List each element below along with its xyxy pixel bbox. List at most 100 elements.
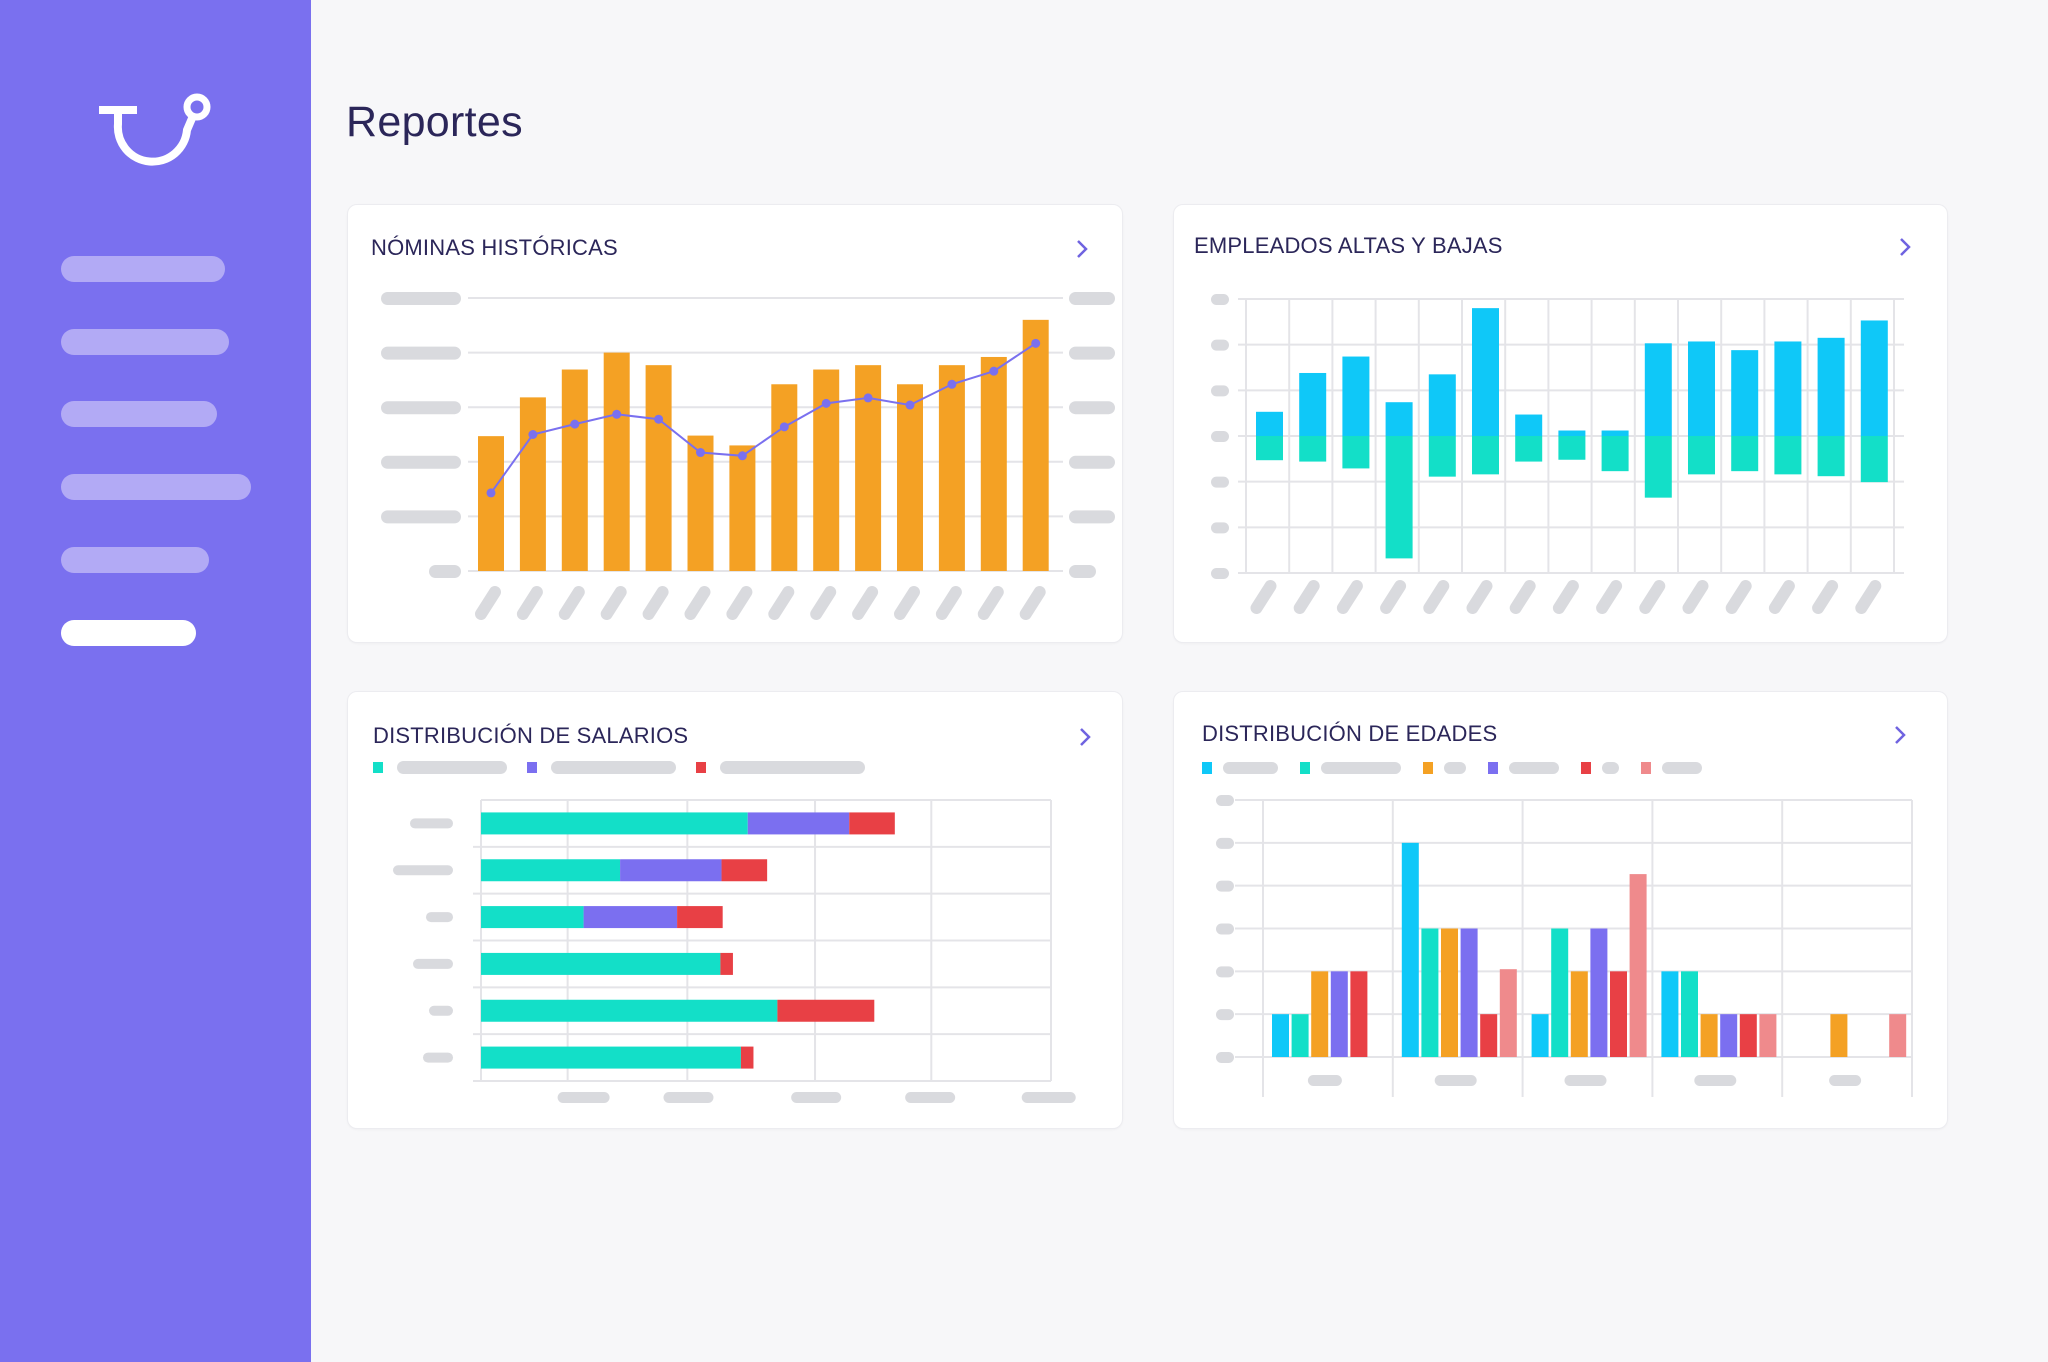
y-tick-label bbox=[1216, 1052, 1234, 1063]
bar bbox=[1499, 969, 1517, 1057]
bar bbox=[1759, 1014, 1777, 1057]
legend-swatch bbox=[1581, 762, 1591, 774]
chevron-right-icon[interactable] bbox=[1072, 237, 1092, 261]
bar-altas bbox=[1601, 430, 1629, 436]
x-tick-label bbox=[1694, 1075, 1737, 1086]
bar bbox=[687, 435, 714, 571]
sidebar-item-5[interactable] bbox=[61, 547, 209, 573]
chart-salarios bbox=[373, 761, 1076, 1103]
bar bbox=[1830, 1014, 1848, 1057]
bar-segment bbox=[620, 859, 722, 882]
x-tick-label bbox=[935, 586, 962, 620]
bar bbox=[980, 356, 1007, 571]
y-tick-label bbox=[1216, 966, 1234, 978]
x-tick-label bbox=[1293, 580, 1320, 614]
x-tick-label bbox=[1829, 1075, 1862, 1086]
x-tick-label bbox=[558, 586, 585, 620]
x-tick-label bbox=[977, 586, 1004, 620]
sidebar-item-reportes-active[interactable] bbox=[61, 620, 196, 646]
legend-swatch bbox=[1300, 762, 1310, 774]
x-tick-label bbox=[1423, 580, 1450, 614]
bar bbox=[1441, 928, 1458, 1057]
legend-label bbox=[1223, 762, 1278, 774]
bar-segment bbox=[481, 952, 721, 975]
sidebar-item-4[interactable] bbox=[61, 474, 251, 500]
sidebar-item-1[interactable] bbox=[61, 256, 225, 282]
bar bbox=[1590, 928, 1608, 1057]
bar bbox=[1570, 971, 1588, 1057]
legend-swatch bbox=[527, 762, 537, 773]
line-point bbox=[947, 379, 957, 389]
line-point bbox=[989, 366, 999, 376]
line-point bbox=[654, 414, 664, 424]
bar-segment bbox=[583, 906, 678, 929]
line-point bbox=[737, 451, 747, 461]
bar bbox=[1629, 874, 1647, 1057]
legend-label bbox=[1602, 762, 1619, 774]
bar bbox=[1700, 1014, 1718, 1057]
chart-edades bbox=[1202, 762, 1913, 1097]
bar bbox=[1551, 928, 1569, 1057]
bar bbox=[729, 445, 756, 571]
bar-segment bbox=[677, 906, 723, 929]
x-tick-label bbox=[1434, 1075, 1477, 1086]
sidebar-item-2[interactable] bbox=[61, 329, 229, 355]
x-tick-label bbox=[557, 1092, 610, 1103]
x-tick-label bbox=[1380, 580, 1407, 614]
y-tick-label bbox=[429, 1005, 453, 1016]
x-tick-label bbox=[726, 586, 753, 620]
legend-swatch bbox=[373, 762, 383, 773]
sidebar bbox=[0, 0, 311, 1362]
bar-altas bbox=[1472, 308, 1499, 436]
x-tick-label bbox=[684, 586, 711, 620]
y-tick-label bbox=[1211, 431, 1229, 442]
x-tick-label bbox=[1509, 580, 1536, 614]
y-tick-label bbox=[413, 958, 453, 969]
bar-bajas bbox=[1731, 436, 1759, 472]
bar-segment bbox=[721, 859, 768, 882]
chevron-right-icon[interactable] bbox=[1895, 235, 1915, 259]
bar-segment bbox=[481, 859, 621, 882]
bar-altas bbox=[1688, 341, 1715, 436]
bar-segment bbox=[481, 1046, 741, 1069]
y-tick-label-right bbox=[1069, 346, 1115, 360]
y-tick-label-right bbox=[1069, 455, 1115, 469]
bar bbox=[561, 369, 588, 571]
bar-bajas bbox=[1558, 436, 1586, 460]
chevron-right-icon[interactable] bbox=[1890, 723, 1910, 747]
legend-swatch bbox=[1423, 762, 1433, 774]
line-point bbox=[570, 419, 580, 429]
x-tick-label bbox=[1019, 586, 1046, 620]
bar-bajas bbox=[1428, 436, 1456, 477]
x-tick-label bbox=[642, 586, 669, 620]
chevron-right-icon[interactable] bbox=[1075, 725, 1095, 749]
card-distribucion-edades: DISTRIBUCIÓN DE EDADES bbox=[1173, 691, 1948, 1129]
bar bbox=[1311, 971, 1329, 1057]
y-tick-label bbox=[1211, 385, 1229, 397]
x-tick-label bbox=[894, 586, 920, 620]
legend-swatch bbox=[1202, 762, 1212, 774]
bar bbox=[1291, 1014, 1309, 1057]
card-title: EMPLEADOS ALTAS Y BAJAS bbox=[1194, 233, 1503, 258]
chart-altas-bajas bbox=[1211, 294, 1904, 614]
y-tick-label-left bbox=[381, 401, 461, 415]
x-tick-label bbox=[810, 586, 837, 620]
brand-logo-icon[interactable] bbox=[95, 88, 215, 178]
x-tick-label bbox=[516, 586, 543, 620]
bar bbox=[1720, 1014, 1738, 1057]
line-point bbox=[528, 430, 538, 439]
y-tick-label bbox=[393, 865, 453, 876]
y-tick-label bbox=[426, 912, 453, 923]
y-tick-label bbox=[410, 818, 453, 829]
y-tick-label-right bbox=[1069, 401, 1115, 415]
legend-swatch bbox=[1641, 762, 1651, 774]
card-distribucion-salarios: DISTRIBUCIÓN DE SALARIOS bbox=[347, 691, 1123, 1129]
y-tick-label-right bbox=[1069, 565, 1096, 578]
x-tick-label bbox=[1682, 580, 1709, 614]
card-empleados-altas-bajas: EMPLEADOS ALTAS Y BAJAS bbox=[1173, 204, 1948, 643]
sidebar-item-3[interactable] bbox=[61, 401, 217, 427]
bar bbox=[1739, 1014, 1757, 1057]
x-tick-label bbox=[1855, 580, 1882, 614]
bar bbox=[1350, 971, 1368, 1057]
bar bbox=[1460, 928, 1478, 1057]
